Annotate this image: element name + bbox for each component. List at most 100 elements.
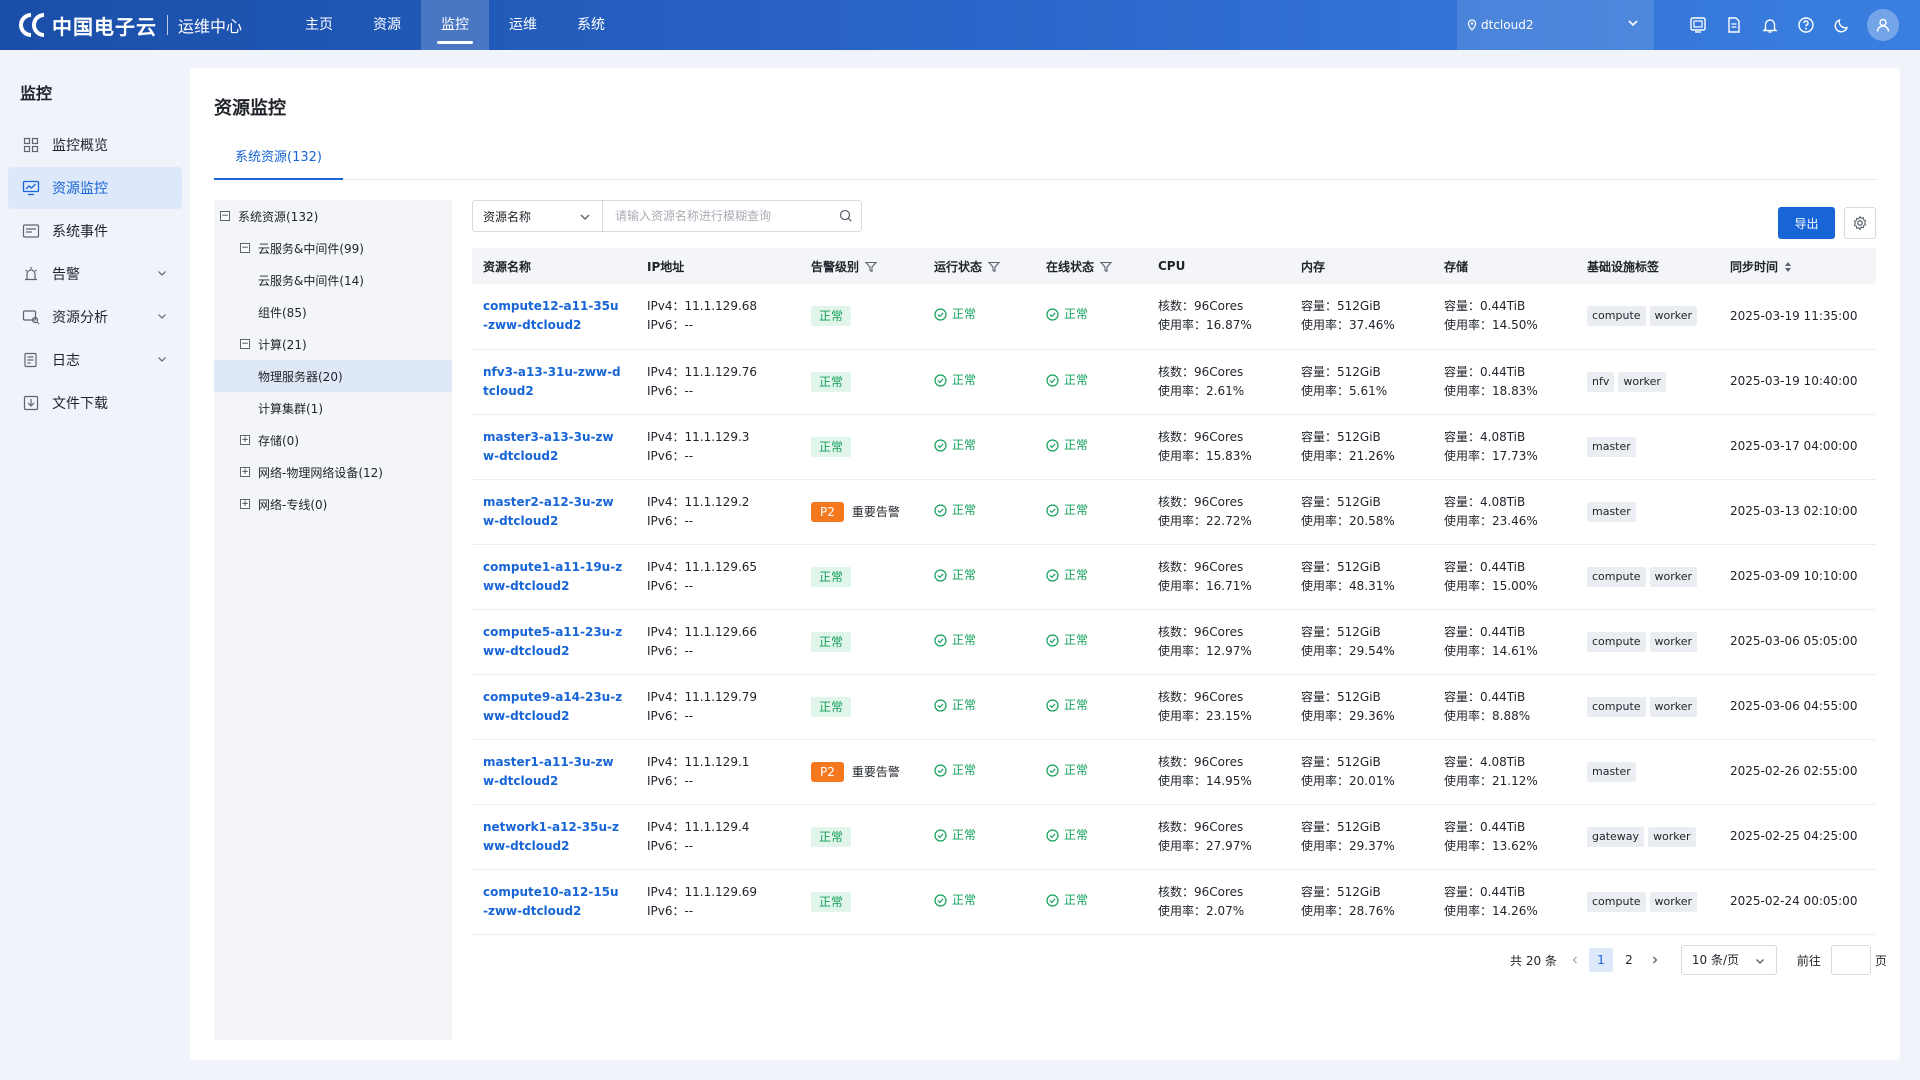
resource-name-link[interactable]: master2-a12-3u-zww-dtcloud2 — [483, 494, 614, 528]
tab-system-resources[interactable]: 系统资源(132) — [214, 138, 343, 180]
search-icon[interactable] — [838, 208, 854, 224]
resource-name-link[interactable]: compute5-a11-23u-zww-dtcloud2 — [483, 624, 623, 658]
tree-node[interactable]: − 系统资源(132) — [214, 200, 452, 232]
sidebar-item-resource-analysis[interactable]: 资源分析 — [8, 296, 182, 338]
collapse-icon[interactable]: − — [240, 243, 250, 253]
alarm-badge: 正常 — [811, 371, 852, 392]
sidebar-item-system-events[interactable]: 系统事件 — [8, 210, 182, 252]
resource-name-link[interactable]: compute1-a11-19u-zww-dtcloud2 — [483, 559, 623, 593]
cell-name: network1-a12-35u-zww-dtcloud2 — [472, 804, 636, 870]
table-header-row: 资源名称 IP地址 告警级别 运行状态 在线状态 CPU 内存 存储 基础设施标… — [472, 248, 1876, 284]
collapse-icon[interactable]: − — [240, 339, 250, 349]
resource-name-link[interactable]: compute9-a14-23u-zww-dtcloud2 — [483, 689, 623, 723]
table-row[interactable]: master1-a11-3u-zww-dtcloud2 IPv4：11.1.129… — [472, 739, 1876, 805]
storage-capacity: 容量：4.08TiB — [1444, 754, 1526, 769]
goto-suffix: 页 — [1874, 953, 1887, 968]
help-icon[interactable] — [1788, 0, 1824, 50]
table-row[interactable]: nfv3-a13-31u-zww-dtcloud2 IPv4：11.1.129.7… — [472, 349, 1876, 415]
alarm-badge: 正常 — [811, 436, 852, 457]
resource-name-link[interactable]: compute12-a11-35u-zww-dtcloud2 — [483, 299, 619, 333]
resource-name-link[interactable]: compute10-a12-15u-zww-dtcloud2 — [483, 884, 619, 918]
infra-tag: worker — [1649, 566, 1698, 587]
tree-node[interactable]: − 计算(21) — [214, 328, 452, 360]
user-avatar-icon[interactable] — [1867, 9, 1899, 41]
expand-icon[interactable]: + — [240, 499, 250, 509]
nav-monitoring[interactable]: 监控 — [421, 0, 489, 50]
cell-storage: 容量：0.44TiB 使用率：8.88% — [1433, 674, 1576, 740]
tree-node[interactable]: + 存储(0) — [214, 424, 452, 456]
brand-logo[interactable]: 中国电子云 运维中心 — [18, 11, 242, 39]
next-page-button[interactable] — [1643, 948, 1667, 972]
screen-icon[interactable] — [1680, 0, 1716, 50]
table-row[interactable]: compute12-a11-35u-zww-dtcloud2 IPv4：11.1.… — [472, 284, 1876, 350]
filter-icon[interactable] — [988, 261, 1001, 273]
sidebar-item-file-download[interactable]: 文件下载 — [8, 382, 182, 424]
expand-icon[interactable]: + — [240, 435, 250, 445]
alarm-text: 重要告警 — [851, 764, 900, 779]
export-button[interactable]: 导出 — [1778, 207, 1835, 239]
tree-node[interactable]: + 网络-专线(0) — [214, 488, 452, 520]
cell-cpu: 核数：96Cores 使用率：14.95% — [1147, 739, 1290, 805]
table-row[interactable]: network1-a12-35u-zww-dtcloud2 IPv4：11.1.1… — [472, 804, 1876, 870]
cell-name: master1-a11-3u-zww-dtcloud2 — [472, 739, 636, 805]
moon-icon[interactable] — [1824, 0, 1860, 50]
resource-name-link[interactable]: master1-a11-3u-zww-dtcloud2 — [483, 754, 614, 788]
tree-node[interactable]: 计算集群(1) — [214, 392, 452, 424]
filter-icon[interactable] — [865, 261, 878, 273]
nav-system[interactable]: 系统 — [577, 17, 605, 33]
tree-node[interactable]: − 云服务&中间件(99) — [214, 232, 452, 264]
sidebar-item-resource-monitoring[interactable]: 资源监控 — [8, 167, 182, 209]
filter-icon[interactable] — [1100, 261, 1113, 273]
cell-storage: 容量：0.44TiB 使用率：14.26% — [1433, 869, 1576, 935]
table-row[interactable]: master2-a12-3u-zww-dtcloud2 IPv4：11.1.129… — [472, 479, 1876, 545]
document-icon[interactable] — [1716, 0, 1752, 50]
tree-node[interactable]: 物理服务器(20) — [214, 360, 452, 392]
sidebar-item-logs[interactable]: 日志 — [8, 339, 182, 381]
sync-time: 2025-02-26 02:55:00 — [1730, 764, 1858, 778]
table-row[interactable]: compute1-a11-19u-zww-dtcloud2 IPv4：11.1.1… — [472, 544, 1876, 610]
nav-home[interactable]: 主页 — [305, 17, 333, 33]
infra-tag: compute — [1587, 566, 1646, 587]
tree-node[interactable]: 组件(85) — [214, 296, 452, 328]
cell-alarm: 正常 — [800, 609, 923, 675]
resource-name-link[interactable]: network1-a12-35u-zww-dtcloud2 — [483, 819, 619, 853]
storage-capacity: 容量：0.44TiB — [1444, 299, 1526, 314]
cell-memory: 容量：512GiB 使用率：29.37% — [1290, 804, 1433, 870]
page-number[interactable]: 2 — [1625, 953, 1633, 967]
table-row[interactable]: master3-a13-3u-zww-dtcloud2 IPv4：11.1.129… — [472, 414, 1876, 480]
analysis-icon — [22, 308, 40, 326]
sidebar-item-overview[interactable]: 监控概览 — [8, 124, 182, 166]
bell-icon[interactable] — [1752, 0, 1788, 50]
online-status: 正常 — [1046, 566, 1088, 585]
page-number[interactable]: 1 — [1588, 948, 1613, 972]
resource-table: 资源名称 IP地址 告警级别 运行状态 在线状态 CPU 内存 存储 基础设施标… — [472, 248, 1876, 935]
cell-run-status: 正常 — [923, 414, 1035, 480]
table-row[interactable]: compute9-a14-23u-zww-dtcloud2 IPv4：11.1.1… — [472, 674, 1876, 740]
resource-name-link[interactable]: master3-a13-3u-zww-dtcloud2 — [483, 429, 614, 463]
resource-name-link[interactable]: nfv3-a13-31u-zww-dtcloud2 — [483, 364, 621, 398]
tree-node[interactable]: 云服务&中间件(14) — [214, 264, 452, 296]
nav-resources[interactable]: 资源 — [373, 17, 401, 33]
cpu-usage: 使用率：23.15% — [1158, 708, 1252, 723]
settings-button[interactable] — [1844, 207, 1876, 239]
storage-usage: 使用率：23.46% — [1444, 513, 1538, 528]
filter-field-select[interactable]: 资源名称 — [472, 200, 602, 232]
tree-node[interactable]: + 网络-物理网络设备(12) — [214, 456, 452, 488]
environment-select[interactable]: dtcloud2 — [1457, 0, 1654, 50]
sidebar-item-alarms[interactable]: 告警 — [8, 253, 182, 295]
table-row[interactable]: compute10-a12-15u-zww-dtcloud2 IPv4：11.1.… — [472, 869, 1876, 935]
search-input[interactable] — [602, 200, 862, 232]
run-status: 正常 — [934, 891, 976, 910]
goto-page-input[interactable] — [1830, 945, 1871, 975]
expand-icon[interactable]: + — [240, 467, 250, 477]
ipv4-text: IPv4：11.1.129.2 — [647, 494, 750, 509]
page-size-select[interactable]: 10 条/页 — [1680, 945, 1777, 975]
memory-usage: 使用率：29.36% — [1301, 708, 1395, 723]
table-row[interactable]: compute5-a11-23u-zww-dtcloud2 IPv4：11.1.1… — [472, 609, 1876, 675]
sort-icon[interactable] — [1784, 261, 1792, 273]
collapse-icon[interactable]: − — [220, 211, 230, 221]
nav-operations[interactable]: 运维 — [509, 17, 537, 33]
cell-sync-time: 2025-03-06 04:55:00 — [1719, 674, 1876, 740]
tab-bar: 系统资源(132) — [214, 138, 1876, 180]
prev-page-button[interactable] — [1563, 948, 1587, 972]
